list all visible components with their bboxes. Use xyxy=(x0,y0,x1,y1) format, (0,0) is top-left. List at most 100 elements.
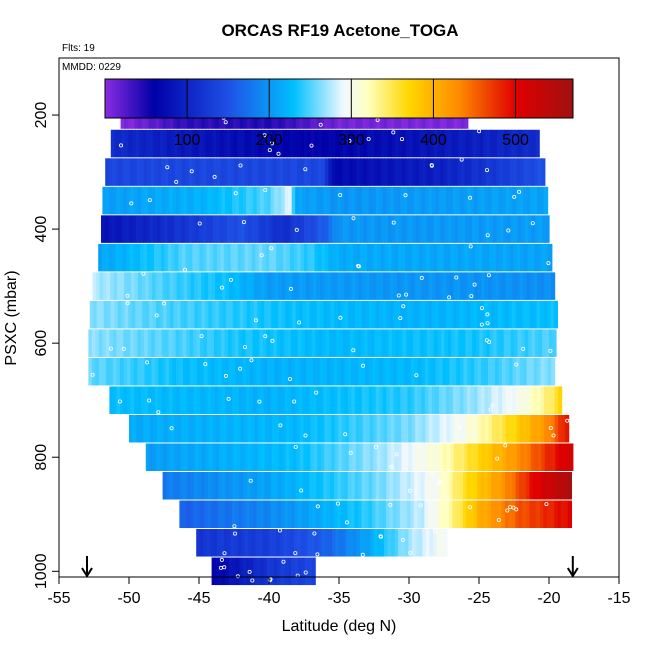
observation-point xyxy=(278,423,283,428)
heatmap-cell xyxy=(95,329,100,357)
heatmap-cell xyxy=(279,158,284,186)
heatmap-cell xyxy=(452,471,457,500)
heatmap-cell xyxy=(136,215,141,243)
observation-point xyxy=(514,362,519,367)
heatmap-cell xyxy=(154,329,159,357)
heatmap-cell xyxy=(522,471,527,500)
observation-point xyxy=(174,179,179,184)
heatmap-cell xyxy=(181,158,187,186)
heatmap-cell xyxy=(279,243,284,272)
heatmap-cell xyxy=(147,357,153,386)
heatmap-cell xyxy=(350,500,355,529)
observation-point xyxy=(287,376,292,381)
heatmap-cell xyxy=(365,186,370,215)
heatmap-cell xyxy=(497,129,502,158)
heatmap-cell xyxy=(158,186,163,215)
heatmap-cell xyxy=(368,300,374,329)
heatmap-cell xyxy=(416,129,421,158)
heatmap-cell xyxy=(488,186,493,215)
heatmap-cell xyxy=(512,357,517,386)
heatmap-cell xyxy=(543,500,548,529)
observation-point xyxy=(338,192,343,197)
heatmap-cell xyxy=(506,443,511,471)
heatmap-cell xyxy=(355,300,360,329)
heatmap-cell xyxy=(454,329,459,357)
observation-point xyxy=(469,294,474,299)
observation-point xyxy=(249,358,254,363)
heatmap-cell xyxy=(218,357,223,386)
heatmap-cell xyxy=(199,158,204,186)
heatmap-cell xyxy=(448,500,453,529)
heatmap-cell xyxy=(565,414,570,443)
heatmap-cell xyxy=(143,158,148,186)
heatmap-cell xyxy=(108,243,113,272)
heatmap-cell xyxy=(486,129,491,158)
heatmap-cell xyxy=(258,414,263,443)
heatmap-cell xyxy=(347,500,352,529)
heatmap-cell xyxy=(264,443,269,471)
observation-point xyxy=(514,507,519,512)
heatmap-cell xyxy=(311,215,316,243)
heatmap-cell xyxy=(256,500,261,529)
heatmap-cell xyxy=(428,186,433,215)
heatmap-cell xyxy=(172,386,177,414)
heatmap-cell xyxy=(167,414,172,443)
heatmap-cell xyxy=(484,186,489,215)
heatmap-cell xyxy=(266,329,271,357)
heatmap-cell xyxy=(178,243,183,272)
heatmap-cell xyxy=(122,215,127,243)
heatmap-cell xyxy=(403,300,408,329)
observation-point xyxy=(506,228,511,233)
heatmap-cell xyxy=(301,500,306,529)
heatmap-cell xyxy=(190,186,195,215)
heatmap-cell xyxy=(248,529,253,557)
heatmap-cell xyxy=(425,529,430,557)
heatmap-cell xyxy=(393,186,398,215)
heatmap-cell xyxy=(465,129,470,158)
heatmap-cell xyxy=(466,471,471,500)
heatmap-cell xyxy=(495,272,500,300)
heatmap-cell xyxy=(292,443,297,471)
heatmap-cell xyxy=(134,272,139,300)
heatmap-cell xyxy=(398,529,403,557)
heatmap-cell xyxy=(307,243,312,272)
observation-point xyxy=(270,338,275,343)
heatmap-cell xyxy=(394,158,399,186)
observation-point xyxy=(378,534,383,539)
heatmap-cell xyxy=(463,357,468,386)
heatmap-cell xyxy=(109,357,114,386)
heatmap-cell xyxy=(387,243,392,272)
heatmap-cell xyxy=(204,471,209,500)
heatmap-cell xyxy=(318,329,323,357)
heatmap-cell xyxy=(155,357,160,386)
heatmap-cell xyxy=(119,386,125,414)
heatmap-cell xyxy=(330,386,335,414)
heatmap-cell xyxy=(523,357,528,386)
heatmap-cell xyxy=(206,529,211,557)
heatmap-cell xyxy=(458,215,463,243)
heatmap-cell xyxy=(197,186,202,215)
heatmap-cell xyxy=(389,357,394,386)
heatmap-cell xyxy=(156,443,161,471)
colorbar-border xyxy=(104,78,574,119)
heatmap-cell xyxy=(419,329,424,357)
heatmap-cell xyxy=(351,300,356,329)
heatmap-cell xyxy=(246,357,251,386)
heatmap-cell xyxy=(405,215,410,243)
heatmap-cell xyxy=(290,158,295,186)
heatmap-cell xyxy=(449,300,454,329)
heatmap-cell xyxy=(442,186,447,215)
heatmap-cell xyxy=(387,414,392,443)
heatmap-cell xyxy=(264,300,269,329)
heatmap-cell xyxy=(104,215,109,243)
heatmap-cell xyxy=(317,129,323,158)
heatmap-cell xyxy=(203,500,208,529)
heatmap-cell xyxy=(400,186,405,215)
heatmap-cell xyxy=(537,414,542,443)
heatmap-cell xyxy=(466,186,472,215)
heatmap-cell xyxy=(550,300,555,329)
heatmap-cell xyxy=(472,329,477,357)
heatmap-cell xyxy=(419,129,424,158)
heatmap-cell xyxy=(378,329,383,357)
heatmap-cell xyxy=(179,357,184,386)
